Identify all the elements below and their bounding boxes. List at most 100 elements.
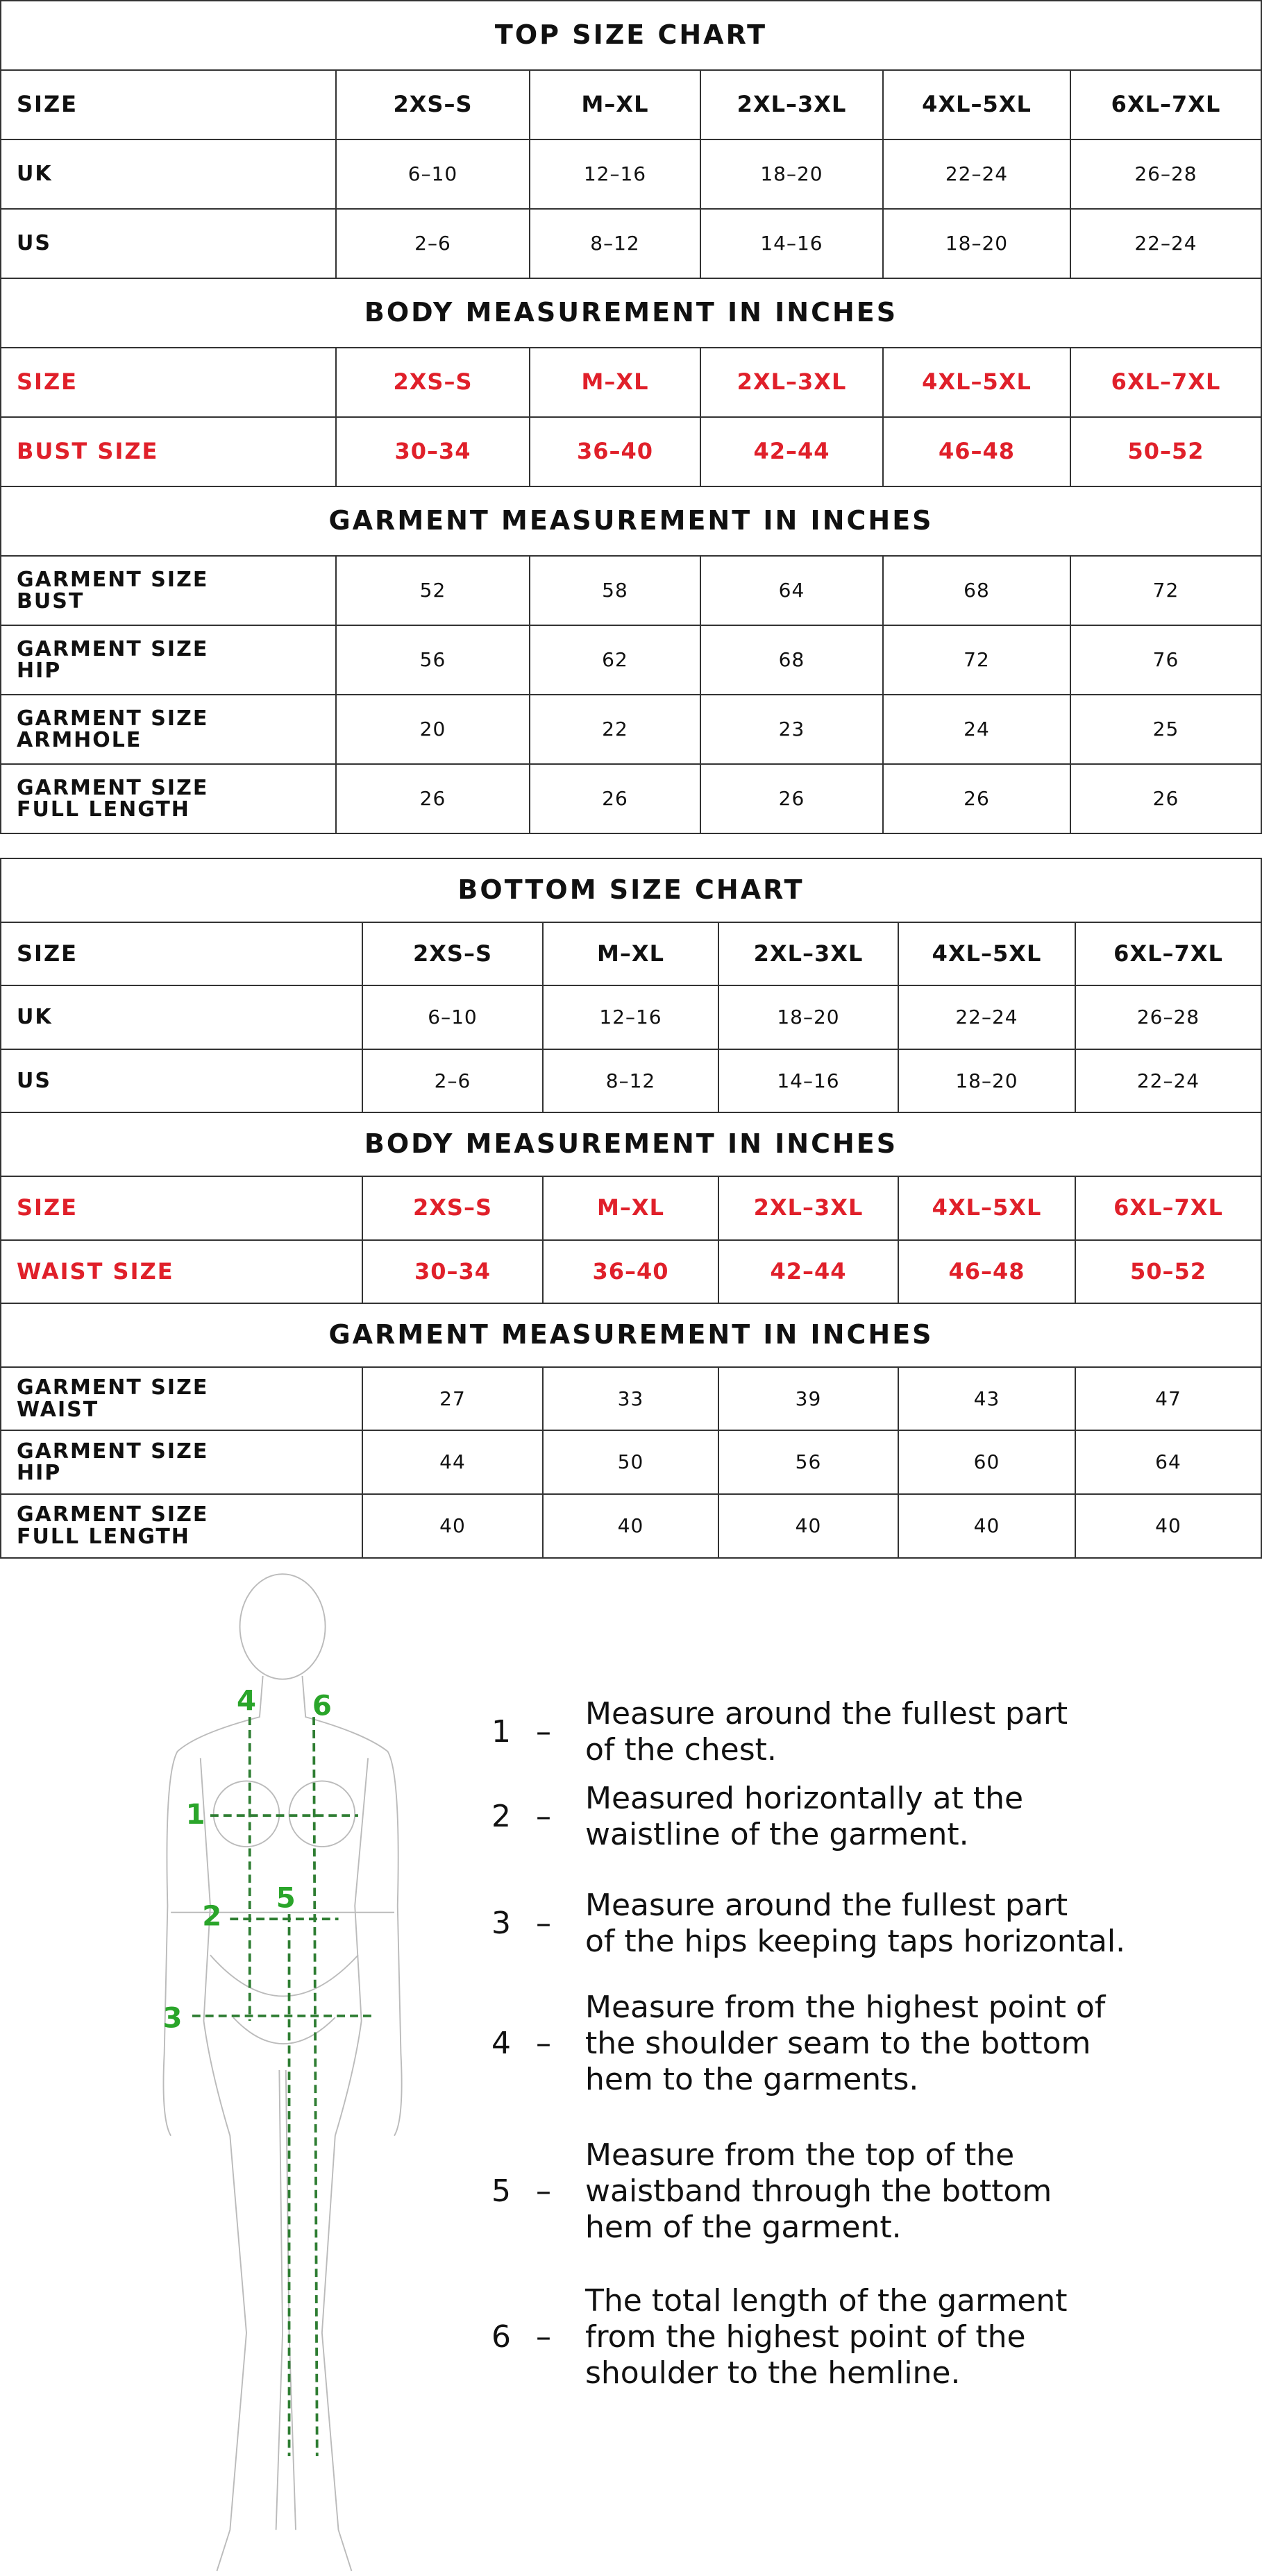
value-cell: 39 xyxy=(719,1367,899,1432)
value-cell: 25 xyxy=(1071,695,1262,765)
value-cell: 2XL–3XL xyxy=(701,348,884,418)
value-cell: 42–44 xyxy=(719,1240,899,1305)
value-cell: 4XL–5XL xyxy=(899,922,1076,987)
table-title: BOTTOM SIZE CHART xyxy=(1,859,1262,923)
label-cell: US xyxy=(1,210,337,279)
value-cell: 56 xyxy=(337,626,530,695)
value-cell: 58 xyxy=(530,557,701,626)
label-cell: GARMENT SIZE HIP xyxy=(1,1431,363,1495)
label-cell: GARMENT SIZE FULL LENGTH xyxy=(1,765,337,834)
value-cell: 72 xyxy=(884,626,1071,695)
value-cell: 2–6 xyxy=(337,210,530,279)
value-cell: 50–52 xyxy=(1076,1240,1262,1305)
value-cell: 22–24 xyxy=(1076,1049,1262,1114)
label-cell: GARMENT SIZE FULL LENGTH xyxy=(1,1494,363,1559)
figure-label: 3 xyxy=(163,2002,183,2034)
value-cell: 64 xyxy=(1076,1431,1262,1495)
value-cell: 14–16 xyxy=(719,1049,899,1114)
value-cell: 26 xyxy=(701,765,884,834)
value-cell: 8–12 xyxy=(530,210,701,279)
instruction-text: Measure from the highest point of the sh… xyxy=(585,1990,1106,2097)
value-cell: 26 xyxy=(884,765,1071,834)
value-cell: 36–40 xyxy=(544,1240,719,1305)
value-cell: M–XL xyxy=(544,922,719,987)
value-cell: 36–40 xyxy=(530,418,701,487)
value-cell: 4XL–5XL xyxy=(884,348,1071,418)
separator: – xyxy=(536,1714,551,1749)
separator: – xyxy=(536,1906,551,1941)
value-cell: 12–16 xyxy=(530,140,701,210)
value-cell: 33 xyxy=(544,1367,719,1432)
value-cell: 2XS–S xyxy=(337,71,530,140)
instruction-number: 2 xyxy=(491,1799,511,1834)
value-cell: 40 xyxy=(544,1494,719,1559)
label-cell: GARMENT SIZE WAIST xyxy=(1,1367,363,1432)
value-cell: 22–24 xyxy=(884,140,1071,210)
value-cell: 26 xyxy=(530,765,701,834)
value-cell: 2XS–S xyxy=(363,1176,544,1241)
value-cell: 26 xyxy=(1071,765,1262,834)
value-cell: 22–24 xyxy=(899,986,1076,1050)
body-figure: 1 2 3 4 5 6 xyxy=(163,1573,403,2572)
value-cell: 18–20 xyxy=(701,140,884,210)
separator: – xyxy=(536,2174,551,2209)
value-cell: 6–10 xyxy=(337,140,530,210)
value-cell: 6–10 xyxy=(363,986,544,1050)
value-cell: 62 xyxy=(530,626,701,695)
value-cell: 30–34 xyxy=(363,1240,544,1305)
value-cell: 27 xyxy=(363,1367,544,1432)
value-cell: 43 xyxy=(899,1367,1076,1432)
value-cell: 22–24 xyxy=(1071,210,1262,279)
value-cell: 12–16 xyxy=(544,986,719,1050)
value-cell: 2XL–3XL xyxy=(701,71,884,140)
figure-label: 6 xyxy=(312,1690,332,1722)
label-cell: GARMENT SIZE HIP xyxy=(1,626,337,695)
value-cell: 40 xyxy=(899,1494,1076,1559)
value-cell: 72 xyxy=(1071,557,1262,626)
value-cell: 50–52 xyxy=(1071,418,1262,487)
top-size-table: TOP SIZE CHART SIZE 2XS–S M–XL 2XL–3XL 4XL–5X… xyxy=(0,0,1262,834)
value-cell: 47 xyxy=(1076,1367,1262,1432)
value-cell: 22 xyxy=(530,695,701,765)
value-cell: 26 xyxy=(337,765,530,834)
value-cell: 20 xyxy=(337,695,530,765)
label-cell: GARMENT SIZE ARMHOLE xyxy=(1,695,337,765)
value-cell: 40 xyxy=(1076,1494,1262,1559)
figure-label: 1 xyxy=(186,1799,205,1831)
value-cell: 30–34 xyxy=(337,418,530,487)
section-title: BODY MEASUREMENT IN INCHES xyxy=(1,279,1262,348)
value-cell: 4XL–5XL xyxy=(899,1176,1076,1241)
separator: – xyxy=(536,2026,551,2061)
instruction-text: The total length of the garment from the… xyxy=(585,2283,1068,2391)
value-cell: 2XL–3XL xyxy=(719,922,899,987)
instruction-number: 3 xyxy=(491,1906,511,1941)
value-cell: 52 xyxy=(337,557,530,626)
value-cell: 42–44 xyxy=(701,418,884,487)
value-cell: 18–20 xyxy=(899,1049,1076,1114)
label-cell: WAIST SIZE xyxy=(1,1240,363,1305)
instruction-number: 4 xyxy=(491,2026,511,2061)
label-cell: GARMENT SIZE BUST xyxy=(1,557,337,626)
section-title: BODY MEASUREMENT IN INCHES xyxy=(1,1113,1262,1177)
value-cell: 18–20 xyxy=(719,986,899,1050)
figure-label: 5 xyxy=(276,1883,296,1915)
value-cell: 46–48 xyxy=(884,418,1071,487)
value-cell: 26–28 xyxy=(1076,986,1262,1050)
instruction-text: Measure around the fullest part of the c… xyxy=(585,1696,1068,1768)
label-cell: SIZE xyxy=(1,922,363,987)
value-cell: 2–6 xyxy=(363,1049,544,1114)
instruction-number: 6 xyxy=(491,2319,511,2355)
value-cell: M–XL xyxy=(530,71,701,140)
measure-lines xyxy=(192,1717,375,2457)
section-title: GARMENT MEASUREMENT IN INCHES xyxy=(1,1304,1262,1368)
section-title: GARMENT MEASUREMENT IN INCHES xyxy=(1,487,1262,557)
label-cell: SIZE xyxy=(1,1176,363,1241)
table-title: TOP SIZE CHART xyxy=(1,1,1262,71)
label-cell: BUST SIZE xyxy=(1,418,337,487)
value-cell: 64 xyxy=(701,557,884,626)
value-cell: 6XL–7XL xyxy=(1071,71,1262,140)
value-cell: 50 xyxy=(544,1431,719,1495)
figure-label: 2 xyxy=(202,1901,221,1933)
value-cell: 60 xyxy=(899,1431,1076,1495)
value-cell: 14–16 xyxy=(701,210,884,279)
